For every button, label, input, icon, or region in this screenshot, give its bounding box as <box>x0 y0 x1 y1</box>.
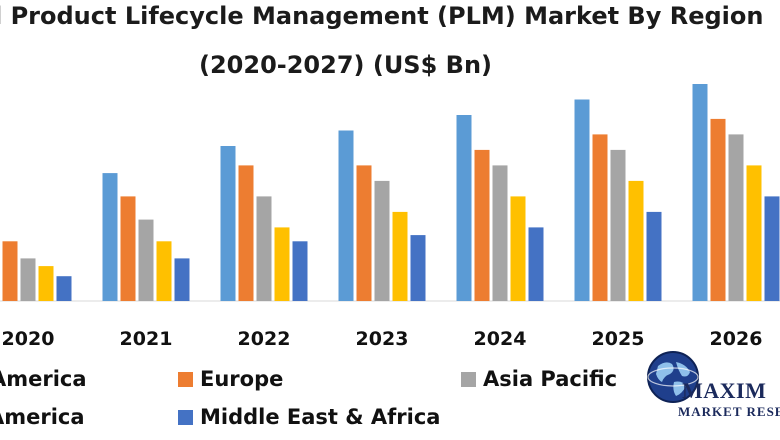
x-tick-label-2021: 2021 <box>120 328 173 350</box>
x-tick-label-2026: 2026 <box>710 328 763 350</box>
logo-text: MAXIM <box>682 378 767 403</box>
legend-item-asia-pacific: Asia Pacific <box>461 367 617 391</box>
x-tick-label-2022: 2022 <box>238 328 291 350</box>
bar-america-2026 <box>692 84 708 301</box>
chart-title-line1: l Product Lifecycle Management (PLM) Mar… <box>0 2 764 30</box>
bar-middle-east-africa-2023 <box>410 235 426 301</box>
chart-legend: America Europe Asia Pacific America Midd… <box>0 362 640 440</box>
legend-item-south-america: America <box>0 405 85 429</box>
chart-title-line2: (2020-2027) (US$ Bn) <box>199 51 492 79</box>
x-tick-label-2023: 2023 <box>356 328 409 350</box>
bar-middle-east-africa-2021 <box>174 258 190 301</box>
bar-asia-pacific-2022 <box>256 196 272 301</box>
bar-europe-2022 <box>238 165 254 301</box>
bar-europe-2026 <box>710 118 726 302</box>
bar-europe-2021 <box>120 196 136 301</box>
x-tick-labels: 2020 2021 2022 2023 2024 2025 2026 <box>2 328 763 350</box>
bar-middle-east-africa-2026 <box>764 196 780 301</box>
bar-america-2021 <box>156 241 172 301</box>
legend-label: America <box>0 405 85 429</box>
bar-asia-pacific-2021 <box>138 219 154 301</box>
bar-middle-east-africa-2025 <box>646 211 662 301</box>
legend-label: Middle East & Africa <box>200 405 441 429</box>
legend-item-middle-east-africa: Middle East & Africa <box>178 405 440 429</box>
legend-swatch-europe <box>178 371 193 387</box>
bar-asia-pacific-2024 <box>492 165 508 301</box>
bar-america-2024 <box>510 196 526 301</box>
legend-label: America <box>0 367 87 391</box>
legend-swatch-asia-pacific <box>461 371 476 387</box>
bar-asia-pacific-2026 <box>728 134 744 301</box>
bars-group <box>2 84 780 302</box>
bar-asia-pacific-2025 <box>610 149 626 301</box>
bar-middle-east-africa-2024 <box>528 227 544 301</box>
bar-asia-pacific-2020 <box>20 258 36 301</box>
bar-america-2022 <box>220 146 236 301</box>
legend-item-north-america: America <box>0 367 87 391</box>
bar-america-2021 <box>102 173 118 301</box>
bar-america-2023 <box>392 211 408 301</box>
bar-middle-east-africa-2020 <box>56 276 72 301</box>
x-tick-label-2020: 2020 <box>2 328 55 350</box>
legend-swatch-middle-east-africa <box>178 409 193 425</box>
bar-europe-2023 <box>356 165 372 301</box>
logo-subtext: MARKET RESE <box>678 404 780 419</box>
x-tick-label-2025: 2025 <box>592 328 645 350</box>
bar-asia-pacific-2023 <box>374 180 390 301</box>
bar-america-2025 <box>574 99 590 301</box>
x-tick-label-2024: 2024 <box>474 328 527 350</box>
bar-america-2025 <box>628 180 644 301</box>
legend-label: Asia Pacific <box>483 367 618 391</box>
bar-america-2023 <box>338 130 354 301</box>
legend-label: Europe <box>200 367 284 391</box>
bar-america-2022 <box>274 227 290 301</box>
bar-america-2026 <box>746 165 762 301</box>
bar-europe-2025 <box>592 134 608 301</box>
globe-icon <box>647 351 699 403</box>
bar-america-2020 <box>38 266 54 301</box>
bar-middle-east-africa-2022 <box>292 241 308 301</box>
bar-europe-2020 <box>2 241 18 301</box>
bar-america-2024 <box>456 115 472 301</box>
company-logo: MAXIM MARKET RESE <box>636 350 780 440</box>
bar-europe-2024 <box>474 149 490 301</box>
legend-item-europe: Europe <box>178 367 283 391</box>
